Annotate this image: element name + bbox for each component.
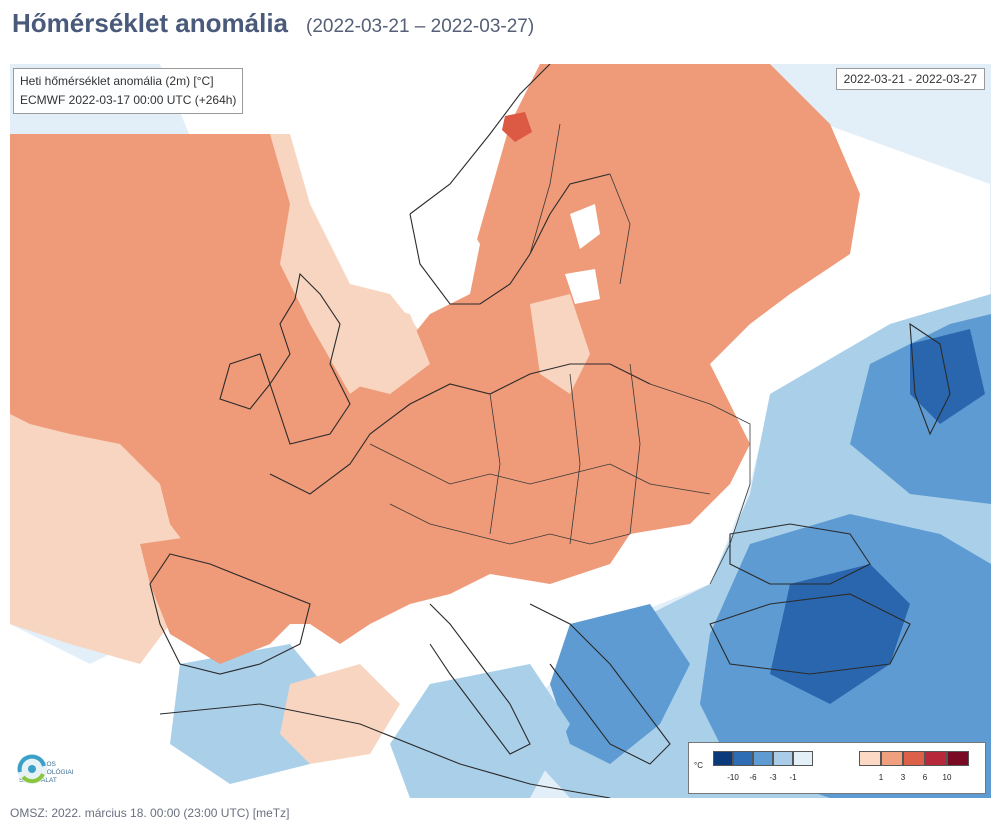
cool-region-mediterranean — [390, 664, 570, 798]
legend-swatch-warm — [947, 751, 969, 766]
coastlines — [149, 64, 951, 798]
map-canvas — [10, 64, 991, 798]
coast-black-sea — [729, 523, 871, 585]
coast-italy — [429, 603, 531, 755]
legend-swatch-warm — [859, 751, 881, 766]
border-lines-central-2 — [389, 503, 631, 545]
border-lines-vertical — [489, 363, 641, 545]
neutral-patch-baltic — [530, 294, 590, 394]
warm-light-spain — [280, 664, 400, 764]
coast-iberia — [149, 553, 311, 675]
coast-turkey — [709, 593, 911, 675]
legend-swatch-cool — [733, 751, 753, 766]
legend-swatch-cool — [753, 751, 773, 766]
info-line-model: ECMWF 2022-03-17 00:00 UTC (+264h) — [20, 93, 237, 107]
anomaly-map[interactable]: Heti hőmérséklet anomália (2m) [°C] ECMW… — [10, 64, 991, 798]
legend-label-neg: -3 — [769, 773, 777, 782]
page-title: Hőmérséklet anomália — [12, 8, 289, 38]
neutral-patch-scandinavia — [400, 194, 480, 314]
coast-africa — [159, 703, 611, 798]
legend-label-neg: -1 — [789, 773, 797, 782]
map-date-range: 2022-03-21 - 2022-03-27 — [835, 68, 985, 90]
borders — [369, 123, 751, 585]
legend-swatch-cool — [793, 751, 813, 766]
header: Hőmérséklet anomália (2022-03-21 – 2022-… — [12, 8, 534, 42]
legend-label-neg: -10 — [727, 773, 739, 782]
omsz-logo-icon — [17, 754, 47, 784]
border-lines-east — [649, 383, 751, 585]
neutral-patch-lake — [565, 269, 600, 304]
info-line-variable: Heti hőmérséklet anomália (2m) [°C] — [20, 74, 214, 88]
omsz-logo: ORSZÁGOS METEOROLÓGIAI SZOLGÁLAT — [15, 752, 137, 794]
border-lines-sweden-finland — [529, 123, 631, 285]
map-info-box: Heti hőmérséklet anomália (2m) [°C] ECMW… — [13, 68, 244, 114]
footer-source: OMSZ: 2022. március 18. 00:00 (23:00 UTC… — [10, 806, 290, 820]
coast-balkans — [529, 603, 671, 765]
legend-swatch-cool — [773, 751, 793, 766]
color-legend: °C -10 -6 -3 -1 1 3 6 10 — [688, 742, 986, 794]
coast-british-isles — [269, 272, 351, 445]
legend-swatch-warm — [903, 751, 925, 766]
legend-label-pos: 3 — [900, 773, 906, 782]
legend-label-pos: 10 — [942, 773, 952, 782]
legend-label-neg: -6 — [749, 773, 757, 782]
neutral-patch-finland — [570, 204, 600, 249]
legend-label-pos: 1 — [878, 773, 884, 782]
warm-strong-spot — [502, 112, 532, 142]
warm-main — [10, 64, 860, 644]
date-period: (2022-03-21 – 2022-03-27) — [306, 16, 535, 37]
neutral-patch-north-sea — [330, 294, 430, 394]
coast-continent — [269, 363, 651, 495]
warm-iberia — [140, 534, 310, 664]
coast-ireland — [219, 353, 271, 410]
legend-swatch-warm — [881, 751, 903, 766]
coast-scandinavia — [409, 64, 611, 305]
cool-region-caspian — [910, 329, 985, 424]
legend-swatch-warm — [925, 751, 947, 766]
legend-unit: °C — [694, 761, 703, 770]
legend-label-pos: 6 — [922, 773, 928, 782]
legend-swatch-cool — [713, 751, 733, 766]
cool-region-turkey — [770, 564, 910, 704]
coast-caspian — [909, 322, 951, 436]
